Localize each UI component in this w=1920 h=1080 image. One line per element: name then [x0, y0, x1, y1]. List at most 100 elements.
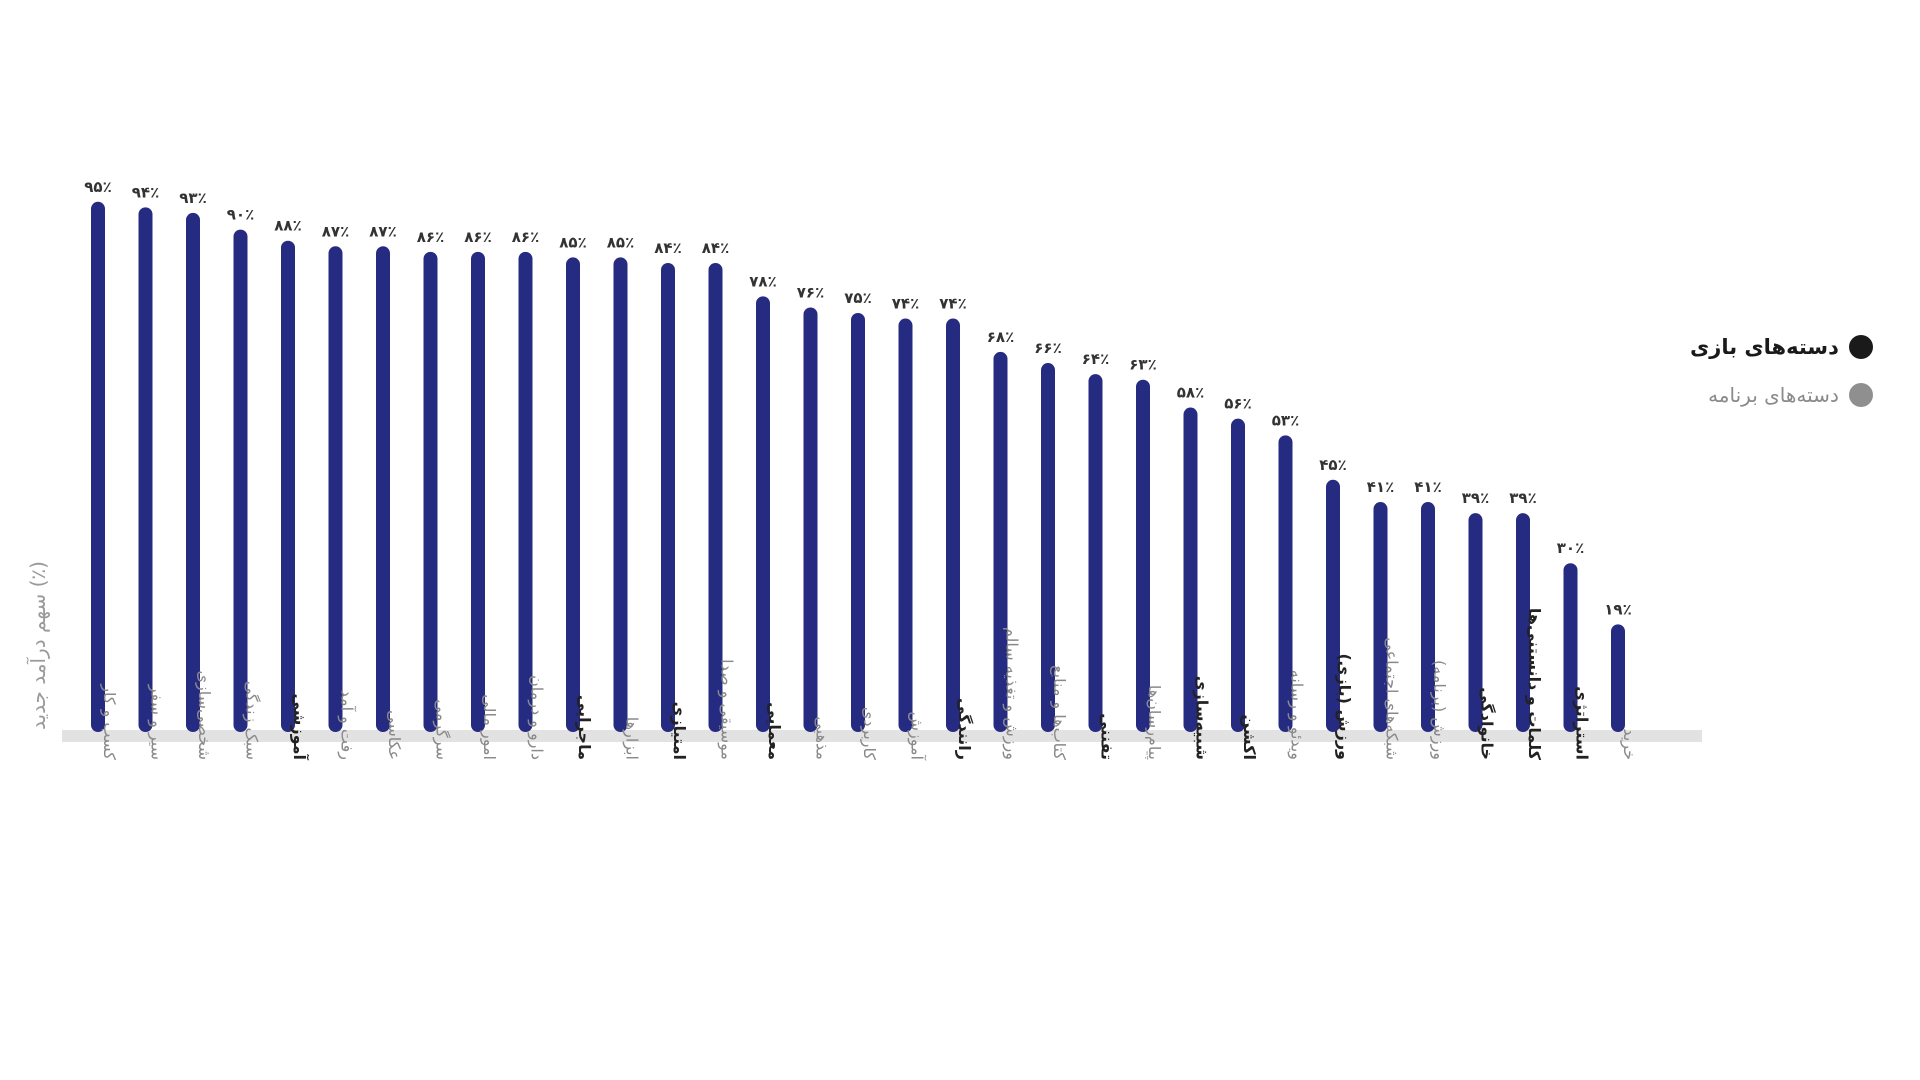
bar	[423, 251, 438, 732]
category-tick-label: ابزارها	[622, 717, 642, 760]
data-label: ۴۱٪	[1367, 478, 1394, 496]
legend-item-game: دسته‌های بازی	[1690, 330, 1873, 364]
data-label: ۵۸٪	[1177, 384, 1204, 402]
bar	[1516, 513, 1530, 732]
category-tick-label: رفت و آمد	[337, 690, 357, 760]
bar	[756, 296, 770, 732]
data-label: ۸۶٪	[417, 228, 444, 246]
bar	[1421, 502, 1435, 732]
bar	[138, 207, 153, 733]
legend: دسته‌های بازی دسته‌های برنامه	[1690, 330, 1873, 412]
data-label: ۳۹٪	[1462, 489, 1489, 507]
category-tick-label: تفننی	[1098, 713, 1117, 760]
bar	[708, 262, 723, 732]
category-tick-label: اکشن	[1240, 715, 1259, 760]
category-tick-label: کاربردی	[859, 707, 879, 761]
legend-dot-game-icon	[1848, 335, 1873, 359]
data-label: ۶۸٪	[987, 328, 1014, 346]
category-tick-label: ورزش (بازی)	[1335, 653, 1354, 760]
data-label: ۷۵٪	[844, 289, 871, 307]
category-tick-label: عکاسی	[385, 710, 404, 760]
data-label: ۸۴٪	[702, 239, 729, 257]
category-tick-label: مذهبی	[813, 716, 832, 760]
category-tick-label: آموزش	[907, 711, 927, 761]
legend-item-app: دسته‌های برنامه	[1690, 378, 1873, 412]
category-tick-label: ورزش و تغذیه سالم	[1002, 627, 1022, 760]
category-tick-label: خرید	[1619, 728, 1639, 760]
data-label: ۸۷٪	[322, 222, 349, 240]
category-tick-label: شخصی‌سازی	[194, 671, 214, 760]
data-label: ۱۹٪	[1604, 600, 1631, 618]
category-tick-label: دارو و درمان	[527, 675, 547, 760]
bar	[518, 251, 533, 732]
category-tick-label: کتاب‌ها و منابع	[1049, 665, 1069, 760]
bar	[898, 318, 913, 732]
bar	[186, 212, 200, 733]
category-tick-label: موسیقی و صدا	[717, 659, 737, 760]
bar	[1041, 363, 1055, 732]
legend-label-app: دسته‌های برنامه	[1708, 383, 1839, 407]
data-label: ۷۴٪	[939, 295, 966, 313]
category-tick-label: پیام‌رسان‌ها	[1144, 685, 1164, 760]
data-label: ۵۶٪	[1224, 395, 1251, 413]
data-label: ۹۵٪	[84, 178, 111, 196]
bar	[1278, 435, 1293, 732]
category-tick-label: سبک زندگی	[242, 681, 262, 760]
category-tick-label: ماجرایی	[575, 695, 594, 760]
bar	[803, 307, 818, 732]
bar	[1563, 563, 1578, 732]
data-label: ۷۴٪	[892, 295, 919, 313]
data-label: ۶۴٪	[1082, 350, 1109, 368]
legend-dot-app-icon	[1848, 383, 1873, 407]
data-label: ۹۴٪	[132, 183, 159, 201]
bar	[1611, 624, 1625, 732]
bar	[1373, 502, 1388, 732]
data-label: ۸۶٪	[512, 228, 539, 246]
data-label: ۸۵٪	[607, 233, 634, 251]
bar	[1468, 513, 1483, 732]
data-label: ۳۹٪	[1509, 489, 1536, 507]
category-tick-label: معمایی	[765, 702, 784, 760]
bar	[613, 257, 628, 732]
data-label: ۸۵٪	[559, 233, 586, 251]
y-axis-label: سهم درآمد جدید (٪)	[26, 561, 50, 730]
bar	[328, 246, 343, 732]
category-tick-label: سیر و سفر	[147, 684, 167, 760]
bar	[993, 351, 1008, 732]
data-label: ۹۰٪	[227, 206, 254, 224]
category-tick-label: کلمات و دانستنی‌ها	[1525, 608, 1544, 761]
bar	[1183, 407, 1198, 732]
bar	[946, 318, 960, 732]
bar	[661, 262, 675, 732]
bar	[376, 246, 390, 732]
bar	[566, 257, 580, 732]
category-tick-label: ورزش (برنامه)	[1429, 660, 1449, 760]
baseline	[62, 730, 1702, 742]
category-tick-label: شبیه‌سازی	[1193, 676, 1212, 760]
legend-label-game: دسته‌های بازی	[1690, 335, 1839, 359]
category-tick-label: رانندگی	[955, 698, 974, 760]
data-label: ۸۷٪	[369, 222, 396, 240]
data-label: ۵۳٪	[1272, 411, 1299, 429]
data-label: ۸۸٪	[274, 217, 301, 235]
bar	[851, 313, 865, 732]
bar	[91, 201, 105, 733]
category-tick-label: کسب و کار	[99, 683, 119, 760]
data-label: ۸۴٪	[654, 239, 681, 257]
data-label: ۸۶٪	[464, 228, 491, 246]
data-label: ۳۰٪	[1557, 539, 1584, 557]
category-tick-label: آموزشی	[290, 693, 310, 760]
category-tick-label: ویدئو و رسانه	[1287, 670, 1307, 760]
category-tick-label: شبکه‌های اجتماعی	[1383, 637, 1402, 760]
bar	[1136, 379, 1150, 732]
data-label: ۷۸٪	[749, 272, 776, 290]
data-label: ۶۶٪	[1034, 339, 1061, 357]
category-tick-label: خانوادگی	[1478, 687, 1497, 760]
data-label: ۴۵٪	[1319, 456, 1346, 474]
data-label: ۹۳٪	[179, 189, 206, 207]
bar	[471, 251, 485, 732]
category-tick-label: سرگرمی	[432, 699, 452, 760]
bar	[1326, 479, 1340, 732]
category-tick-label: استراتژی	[1573, 686, 1592, 760]
